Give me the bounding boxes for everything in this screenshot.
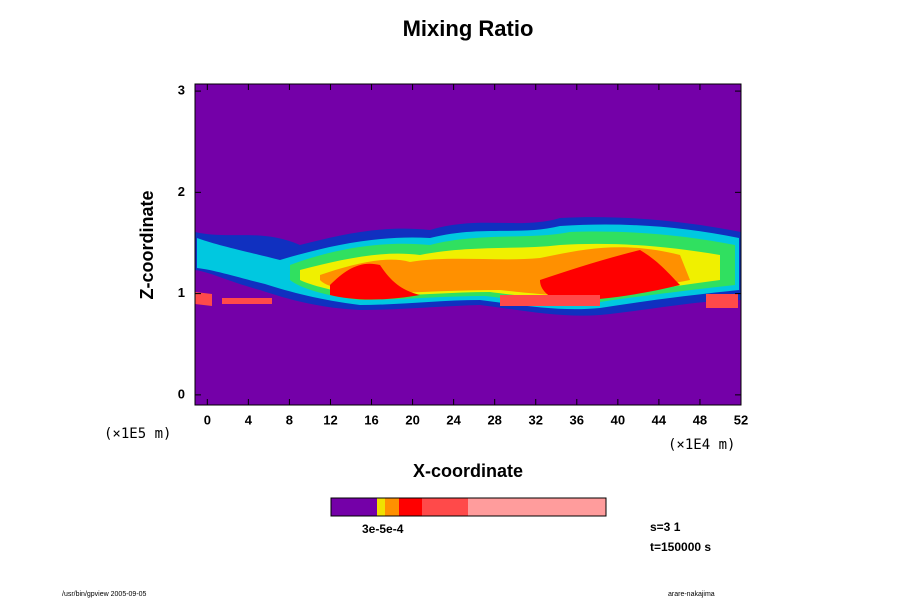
colorbar-segment bbox=[377, 498, 385, 516]
colorbar-label: 3e-5e-4 bbox=[362, 522, 404, 536]
y-tick-label: 0 bbox=[178, 386, 185, 401]
x-tick-label: 8 bbox=[286, 412, 293, 427]
x-tick-label: 12 bbox=[323, 412, 337, 427]
x-axis-label: X-coordinate bbox=[413, 461, 523, 481]
footer-left: /usr/bin/gpview 2005-09-05 bbox=[62, 591, 147, 598]
x-tick-label: 32 bbox=[529, 412, 543, 427]
x-tick-label: 52 bbox=[734, 412, 748, 427]
x-tick-label: 40 bbox=[611, 412, 625, 427]
x-tick-label: 0 bbox=[204, 412, 211, 427]
step-label: s=3 1 bbox=[650, 520, 681, 534]
colorbar bbox=[330, 497, 607, 517]
x-tick-label: 48 bbox=[693, 412, 707, 427]
field bbox=[195, 84, 741, 405]
x-tick-label: 44 bbox=[652, 412, 667, 427]
plot-frame bbox=[194, 83, 742, 406]
colorbar-segment bbox=[399, 498, 422, 516]
y-unit: (×1E5 m) bbox=[104, 426, 171, 442]
y-tick-label: 1 bbox=[178, 285, 185, 300]
footer-right: arare-nakajima bbox=[668, 591, 715, 598]
time-label: t=150000 s bbox=[650, 540, 711, 554]
y-tick-label: 3 bbox=[178, 83, 185, 98]
colorbar-segment bbox=[331, 498, 377, 516]
x-tick-label: 20 bbox=[405, 412, 419, 427]
x-tick-label: 24 bbox=[446, 412, 461, 427]
x-tick-label: 36 bbox=[570, 412, 584, 427]
x-unit: (×1E4 m) bbox=[668, 437, 735, 453]
chart-title: Mixing Ratio bbox=[403, 16, 534, 41]
colorbar-segment bbox=[468, 498, 606, 516]
x-tick-label: 28 bbox=[487, 412, 501, 427]
x-tick-label: 4 bbox=[245, 412, 253, 427]
y-tick-label: 2 bbox=[178, 184, 185, 199]
colorbar-segment bbox=[422, 498, 468, 516]
y-axis-label: Z-coordinate bbox=[137, 190, 157, 299]
x-tick-label: 16 bbox=[364, 412, 378, 427]
colorbar-frame bbox=[330, 497, 607, 517]
colorbar-segment bbox=[385, 498, 399, 516]
